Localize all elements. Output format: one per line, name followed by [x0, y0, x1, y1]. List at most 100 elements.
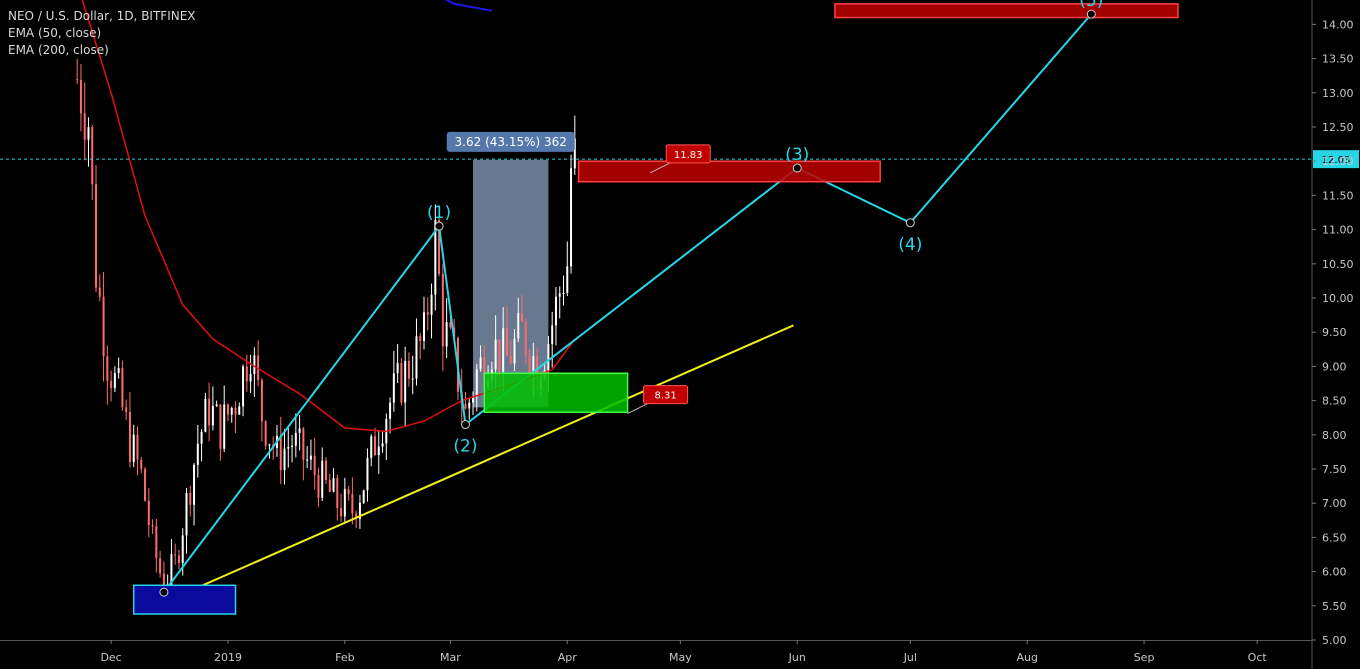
- y-tick-label: 9.00: [1322, 360, 1347, 373]
- candle-body: [521, 313, 524, 322]
- x-tick-label: Apr: [558, 651, 578, 664]
- x-tick-label: Oct: [1248, 651, 1268, 664]
- candle-body: [136, 434, 139, 460]
- callout-pointer: [649, 162, 671, 174]
- candle-body: [464, 404, 467, 409]
- x-tick-label: Jul: [903, 651, 917, 664]
- candle-body: [302, 428, 305, 460]
- y-tick-label: 9.50: [1322, 326, 1347, 339]
- candle-body: [509, 355, 512, 364]
- candle-body: [226, 404, 229, 415]
- y-tick-label: 13.00: [1322, 87, 1354, 100]
- x-tick-label: May: [669, 651, 692, 664]
- candle-body: [219, 404, 222, 449]
- y-tick-label: 6.50: [1322, 531, 1347, 544]
- candle-body: [381, 443, 384, 447]
- candle-body: [283, 448, 286, 471]
- candle-body: [449, 322, 452, 328]
- callout-pointer: [627, 403, 648, 415]
- candle-body: [298, 428, 301, 433]
- wave-label: (4): [898, 235, 922, 255]
- candle-body: [245, 366, 248, 382]
- candle-body: [242, 366, 245, 407]
- x-tick-label: Jun: [788, 651, 806, 664]
- candle-body: [426, 312, 429, 315]
- candle-body: [434, 220, 437, 295]
- candle-body: [321, 460, 324, 498]
- indicator-ema50: EMA (50, close): [8, 26, 102, 40]
- trend-line: [163, 324, 794, 604]
- x-tick-label: Feb: [335, 651, 354, 664]
- candle-body: [547, 344, 550, 371]
- candle-body: [170, 554, 173, 587]
- candle-body: [423, 312, 426, 341]
- candle-body: [189, 492, 192, 505]
- candle-body: [215, 404, 218, 407]
- candle-body: [532, 356, 535, 375]
- candle-body: [328, 479, 331, 492]
- candle-body: [159, 558, 162, 574]
- candle-body: [106, 356, 109, 381]
- candle-body: [358, 502, 361, 519]
- y-tick-label: 8.00: [1322, 429, 1347, 442]
- callout-box: [643, 385, 689, 405]
- candle-body: [91, 127, 94, 185]
- candle-body: [411, 378, 414, 380]
- measure-box: [473, 159, 549, 408]
- zone-accumulation: [132, 584, 237, 615]
- y-tick-label: 10.50: [1322, 258, 1354, 271]
- candle-body: [309, 455, 312, 460]
- candle-body: [513, 338, 516, 364]
- x-tick-label: Mar: [440, 651, 461, 664]
- y-tick-label: 10.00: [1322, 292, 1354, 305]
- y-tick-label: 12.50: [1322, 121, 1354, 134]
- candle-body: [479, 357, 482, 370]
- candle-body: [79, 79, 82, 114]
- candle-body: [102, 296, 105, 357]
- wave-label: (3): [785, 145, 809, 165]
- x-tick-label: Sep: [1134, 651, 1155, 664]
- candle-body: [558, 293, 561, 297]
- zone-support: [483, 372, 629, 413]
- zone-resistance-top: [834, 3, 1179, 19]
- callout-box: [665, 144, 711, 164]
- candle-body: [377, 446, 380, 456]
- candle-body: [389, 402, 392, 419]
- candle-body: [196, 443, 199, 465]
- candle-body: [498, 339, 501, 372]
- candle-body: [155, 526, 158, 559]
- candle-body: [125, 407, 128, 413]
- candle-body: [294, 432, 297, 446]
- candle-body: [430, 294, 433, 315]
- wave-label: (2): [453, 437, 477, 457]
- candle-body: [502, 328, 505, 372]
- callout-label: 8.31: [654, 391, 676, 402]
- candle-body: [441, 273, 444, 347]
- candle-body: [95, 184, 98, 288]
- wave-label: (1): [427, 203, 451, 223]
- indicator-ema200: EMA (200, close): [8, 43, 109, 57]
- candle-body: [132, 434, 135, 463]
- y-tick-label: 7.50: [1322, 463, 1347, 476]
- x-tick-label: Dec: [100, 651, 121, 664]
- candle-body: [238, 406, 241, 415]
- candle-body: [419, 336, 422, 341]
- candle-body: [396, 363, 399, 374]
- candle-body: [291, 445, 294, 448]
- candle-body: [83, 113, 86, 140]
- candle-body: [494, 339, 497, 370]
- y-tick-label: 11.00: [1322, 224, 1354, 237]
- candle-body: [562, 292, 565, 294]
- candle-body: [200, 431, 203, 444]
- candle-body: [230, 408, 233, 415]
- candle-body: [445, 322, 448, 347]
- candle-body: [174, 554, 177, 556]
- candle-body: [279, 436, 282, 471]
- candle-body: [355, 513, 358, 519]
- candle-body: [185, 492, 188, 536]
- candle-body: [249, 374, 252, 382]
- candle-body: [400, 363, 403, 403]
- candle-body: [528, 355, 531, 375]
- candle-body: [113, 373, 116, 389]
